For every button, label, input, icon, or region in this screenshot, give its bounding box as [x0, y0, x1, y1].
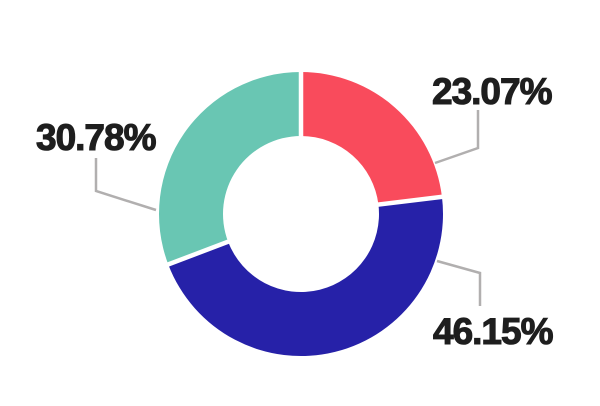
slice-teal: [158, 72, 301, 265]
leader-line-red: [434, 110, 480, 165]
slice-label-red-pct: 23.07%: [431, 71, 553, 112]
slice-gap-line: [370, 193, 451, 208]
slice-label-blue-pct: 46.15%: [432, 311, 554, 352]
leader-line-teal: [94, 158, 157, 212]
slice-gap-line: [159, 236, 237, 270]
slice-blue: [168, 196, 444, 357]
slice-label-teal-pct: 30.78%: [35, 117, 157, 158]
leader-line-blue: [436, 259, 482, 306]
slice-red: [301, 72, 442, 205]
